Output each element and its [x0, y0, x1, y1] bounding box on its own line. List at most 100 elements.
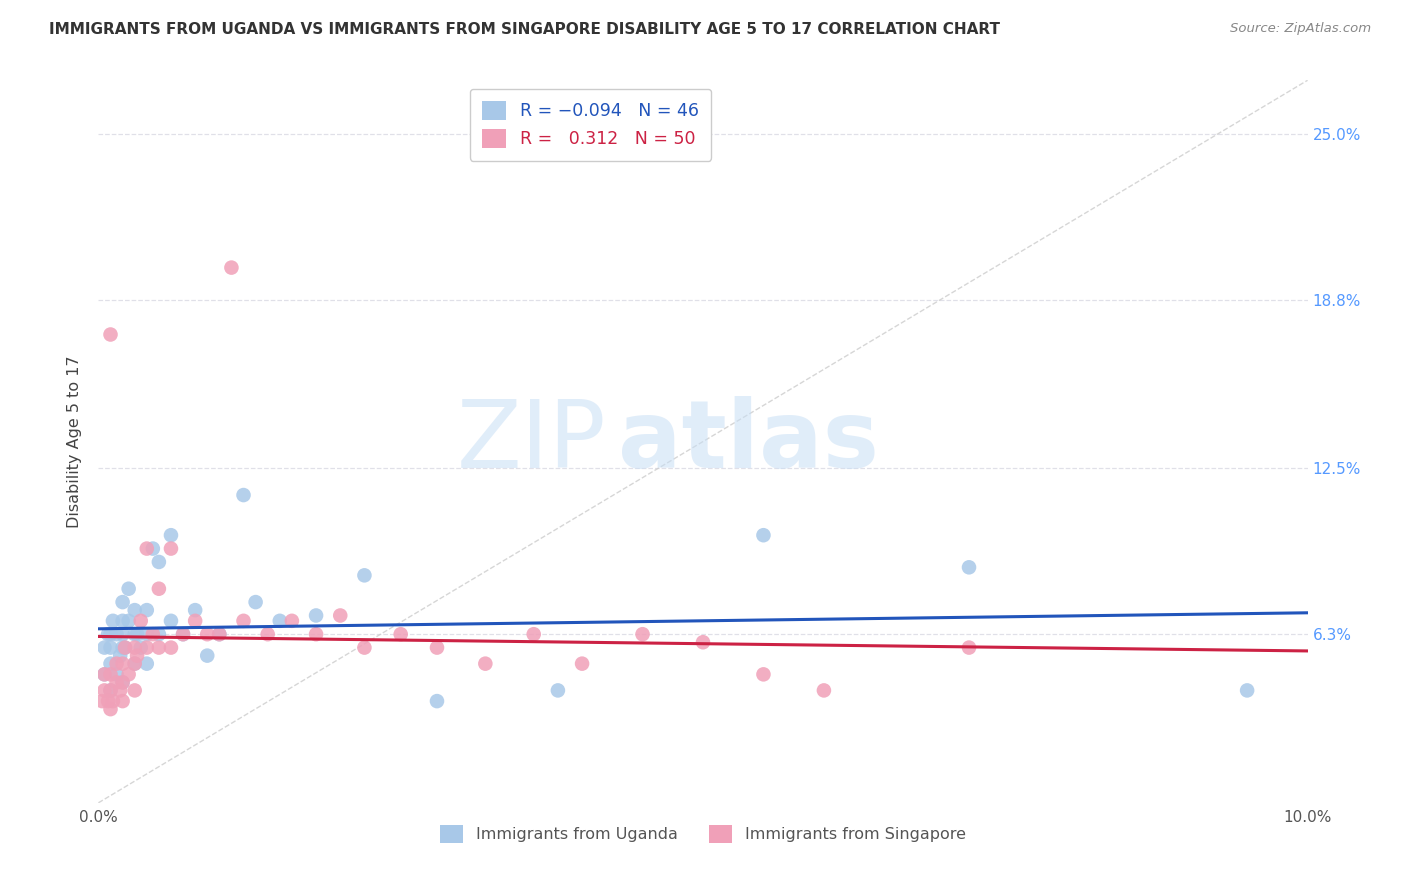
Point	[148, 640, 170, 655]
Point	[184, 614, 207, 628]
Point	[114, 640, 136, 655]
Point	[124, 627, 146, 641]
Point	[101, 614, 124, 628]
Point	[124, 640, 146, 655]
Point	[135, 627, 157, 641]
Point	[305, 608, 328, 623]
Point	[100, 327, 122, 342]
Point	[111, 675, 134, 690]
Point	[752, 528, 775, 542]
Point	[129, 640, 152, 655]
Point	[100, 702, 122, 716]
Point	[957, 640, 980, 655]
Point	[160, 528, 183, 542]
Point	[111, 657, 134, 671]
Point	[124, 603, 146, 617]
Point	[195, 627, 218, 641]
Point	[105, 657, 128, 671]
Point	[172, 627, 194, 641]
Point	[105, 675, 128, 690]
Point	[523, 627, 546, 641]
Point	[135, 603, 157, 617]
Point	[813, 683, 835, 698]
Point	[752, 667, 775, 681]
Legend: Immigrants from Uganda, Immigrants from Singapore: Immigrants from Uganda, Immigrants from …	[434, 819, 972, 849]
Point	[100, 683, 122, 698]
Point	[93, 667, 115, 681]
Point	[184, 603, 207, 617]
Point	[160, 640, 183, 655]
Point	[232, 614, 254, 628]
Point	[195, 648, 218, 663]
Point	[245, 595, 267, 609]
Text: Source: ZipAtlas.com: Source: ZipAtlas.com	[1230, 22, 1371, 36]
Point	[124, 657, 146, 671]
Point	[124, 657, 146, 671]
Point	[111, 675, 134, 690]
Point	[305, 627, 328, 641]
Point	[111, 694, 134, 708]
Point	[353, 640, 375, 655]
Point	[208, 627, 231, 641]
Point	[135, 640, 157, 655]
Point	[426, 640, 449, 655]
Point	[1236, 683, 1258, 698]
Point	[97, 627, 120, 641]
Point	[426, 694, 449, 708]
Point	[571, 657, 593, 671]
Point	[547, 683, 569, 698]
Point	[127, 627, 149, 641]
Point	[105, 667, 128, 681]
Point	[329, 608, 352, 623]
Point	[91, 694, 114, 708]
Point	[160, 614, 183, 628]
Point	[108, 683, 131, 698]
Point	[142, 627, 165, 641]
Point	[108, 648, 131, 663]
Point	[127, 648, 149, 663]
Point	[281, 614, 304, 628]
Point	[101, 694, 124, 708]
Point	[111, 614, 134, 628]
Point	[100, 627, 122, 641]
Point	[118, 614, 141, 628]
Point	[118, 582, 141, 596]
Point	[957, 560, 980, 574]
Point	[93, 683, 115, 698]
Point	[148, 627, 170, 641]
Point	[111, 640, 134, 655]
Point	[148, 555, 170, 569]
Point	[160, 541, 183, 556]
Point	[118, 667, 141, 681]
Point	[100, 640, 122, 655]
Point	[93, 640, 115, 655]
Point	[631, 627, 654, 641]
Point	[105, 627, 128, 641]
Text: IMMIGRANTS FROM UGANDA VS IMMIGRANTS FROM SINGAPORE DISABILITY AGE 5 TO 17 CORRE: IMMIGRANTS FROM UGANDA VS IMMIGRANTS FRO…	[49, 22, 1000, 37]
Point	[111, 595, 134, 609]
Point	[221, 260, 243, 275]
Point	[474, 657, 496, 671]
Point	[97, 694, 120, 708]
Point	[111, 627, 134, 641]
Text: atlas: atlas	[619, 395, 879, 488]
Y-axis label: Disability Age 5 to 17: Disability Age 5 to 17	[67, 355, 83, 528]
Point	[124, 683, 146, 698]
Point	[172, 627, 194, 641]
Point	[93, 667, 115, 681]
Point	[256, 627, 278, 641]
Point	[232, 488, 254, 502]
Point	[148, 582, 170, 596]
Point	[692, 635, 714, 649]
Point	[389, 627, 412, 641]
Point	[100, 683, 122, 698]
Text: ZIP: ZIP	[457, 395, 606, 488]
Point	[135, 657, 157, 671]
Point	[208, 627, 231, 641]
Point	[269, 614, 291, 628]
Point	[142, 541, 165, 556]
Point	[114, 640, 136, 655]
Point	[100, 667, 122, 681]
Point	[129, 614, 152, 628]
Point	[100, 657, 122, 671]
